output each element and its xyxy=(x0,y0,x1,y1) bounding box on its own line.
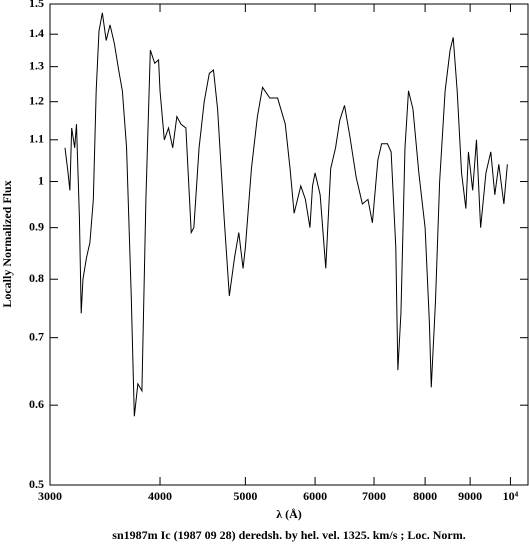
y-tick-label: 0.5 xyxy=(29,477,44,491)
y-axis-label: Locally Normalized Flux xyxy=(0,180,14,307)
x-tick-label: 10⁴ xyxy=(503,489,519,503)
y-tick-label: 0.7 xyxy=(29,329,44,343)
x-tick-label: 6000 xyxy=(303,489,327,503)
x-tick-label: 4000 xyxy=(148,489,172,503)
y-tick-label: 0.6 xyxy=(29,397,44,411)
x-tick-label: 5000 xyxy=(233,489,257,503)
x-axis-label: λ (Å) xyxy=(276,507,302,521)
x-tick-label: 7000 xyxy=(362,489,386,503)
y-tick-label: 1.5 xyxy=(29,0,44,10)
chart-title: sn1987m Ic (1987 09 28) deredsh. by hel.… xyxy=(112,528,465,542)
y-tick-label: 1.2 xyxy=(29,93,44,107)
y-tick-label: 1.3 xyxy=(29,58,44,72)
plot-frame xyxy=(49,3,529,486)
y-tick-label: 1 xyxy=(38,173,44,187)
spectrum-line xyxy=(64,12,508,417)
y-tick-label: 0.9 xyxy=(29,219,44,233)
x-tick-label: 8000 xyxy=(413,489,437,503)
y-tick-label: 1.1 xyxy=(29,132,44,146)
y-tick-label: 1.4 xyxy=(29,26,44,40)
y-tick-label: 0.8 xyxy=(29,271,44,285)
x-tick-label: 9000 xyxy=(458,489,482,503)
x-tick-label: 3000 xyxy=(38,489,62,503)
